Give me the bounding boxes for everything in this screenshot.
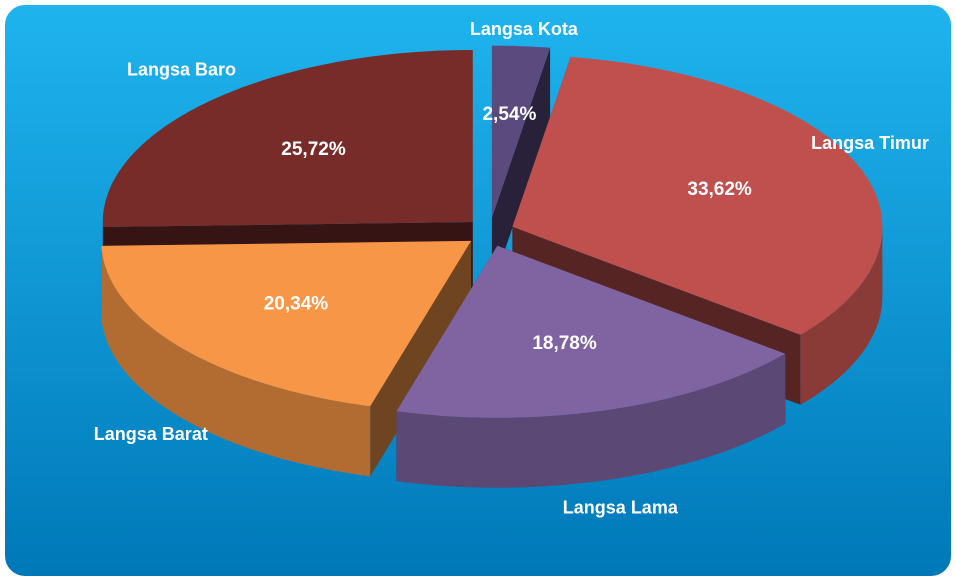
slice-side (800, 226, 883, 405)
slice (396, 245, 786, 418)
slice (101, 240, 472, 477)
labels: 2,54% Langsa Kota 33,62% Langsa Timur 18,78%… (94, 19, 929, 518)
slice (396, 245, 786, 488)
value-label: 2,54% (482, 104, 536, 125)
value-label: 20,34% (264, 293, 329, 314)
slice (101, 240, 472, 407)
category-label: Langsa Timur (811, 133, 929, 153)
value-label: 18,78% (532, 333, 597, 354)
slice (491, 45, 551, 218)
category-label: Langsa Lama (563, 498, 679, 518)
pie (101, 45, 883, 488)
slice (491, 45, 551, 288)
value-label: 33,62% (687, 179, 752, 200)
slice (102, 50, 473, 227)
slice-side (396, 353, 786, 488)
category-label: Langsa Kota (470, 19, 579, 39)
slice-inner-wall (491, 47, 551, 288)
category-label: Langsa Barat (94, 424, 208, 444)
value-label: 25,72% (281, 139, 346, 160)
slice-side (101, 245, 371, 477)
category-label: Langsa Baro (127, 60, 236, 80)
slice (512, 57, 883, 335)
